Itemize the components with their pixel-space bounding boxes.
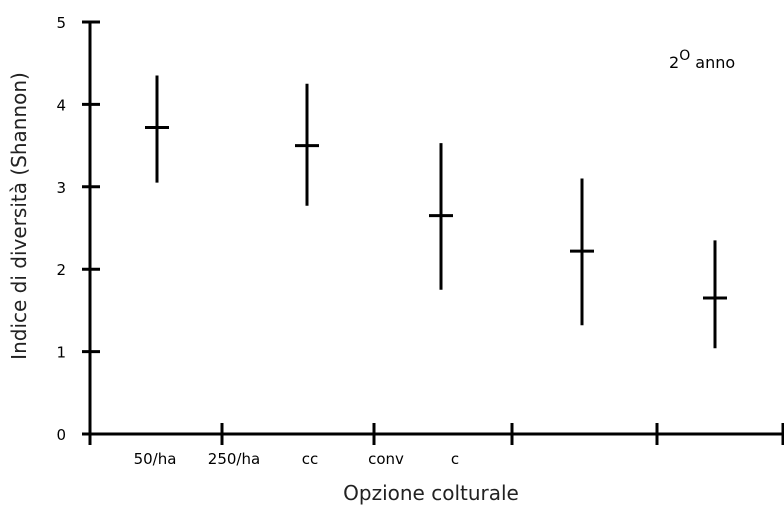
y-tick-label: 2 bbox=[56, 261, 66, 279]
annotation-text: 2O anno bbox=[669, 48, 735, 72]
y-axis-title: Indice di diversità (Shannon) bbox=[7, 72, 31, 360]
x-category-label: 50/ha bbox=[134, 450, 177, 468]
x-axis-title: Opzione colturale bbox=[343, 481, 519, 505]
annotation-superscript: O bbox=[679, 48, 690, 64]
marks bbox=[145, 75, 727, 349]
y-tick-label: 4 bbox=[56, 96, 66, 114]
y-tick-label: 3 bbox=[56, 179, 66, 197]
axes: 0 1 2 3 4 5 50/ha 250/ha cc conv c bbox=[56, 14, 784, 468]
x-category-label: conv bbox=[368, 450, 404, 468]
y-tick-label: 0 bbox=[56, 426, 66, 444]
x-category-label: cc bbox=[302, 450, 319, 468]
x-category-label: 250/ha bbox=[208, 450, 260, 468]
x-category-label: c bbox=[451, 450, 459, 468]
annotation-rest: anno bbox=[690, 53, 735, 72]
y-tick-label: 1 bbox=[56, 344, 66, 362]
annotation-main: 2 bbox=[669, 53, 679, 72]
y-tick-label: 5 bbox=[56, 14, 66, 32]
